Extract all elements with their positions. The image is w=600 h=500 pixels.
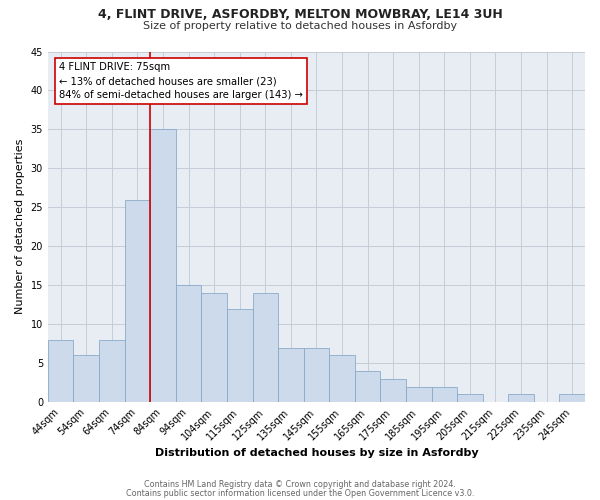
Bar xyxy=(380,378,406,402)
Bar xyxy=(99,340,125,402)
Bar xyxy=(508,394,534,402)
X-axis label: Distribution of detached houses by size in Asfordby: Distribution of detached houses by size … xyxy=(155,448,478,458)
Y-axis label: Number of detached properties: Number of detached properties xyxy=(15,139,25,314)
Bar xyxy=(202,293,227,402)
Bar xyxy=(227,308,253,402)
Bar xyxy=(253,293,278,402)
Bar xyxy=(559,394,585,402)
Bar xyxy=(150,130,176,402)
Text: Contains public sector information licensed under the Open Government Licence v3: Contains public sector information licen… xyxy=(126,488,474,498)
Bar xyxy=(125,200,150,402)
Bar xyxy=(457,394,482,402)
Text: 4 FLINT DRIVE: 75sqm
← 13% of detached houses are smaller (23)
84% of semi-detac: 4 FLINT DRIVE: 75sqm ← 13% of detached h… xyxy=(59,62,302,100)
Text: 4, FLINT DRIVE, ASFORDBY, MELTON MOWBRAY, LE14 3UH: 4, FLINT DRIVE, ASFORDBY, MELTON MOWBRAY… xyxy=(98,8,502,20)
Bar xyxy=(304,348,329,402)
Text: Contains HM Land Registry data © Crown copyright and database right 2024.: Contains HM Land Registry data © Crown c… xyxy=(144,480,456,489)
Bar xyxy=(48,340,73,402)
Bar xyxy=(431,386,457,402)
Bar xyxy=(278,348,304,402)
Bar xyxy=(406,386,431,402)
Text: Size of property relative to detached houses in Asfordby: Size of property relative to detached ho… xyxy=(143,21,457,31)
Bar xyxy=(329,356,355,402)
Bar xyxy=(176,285,202,402)
Bar xyxy=(73,356,99,402)
Bar xyxy=(355,371,380,402)
